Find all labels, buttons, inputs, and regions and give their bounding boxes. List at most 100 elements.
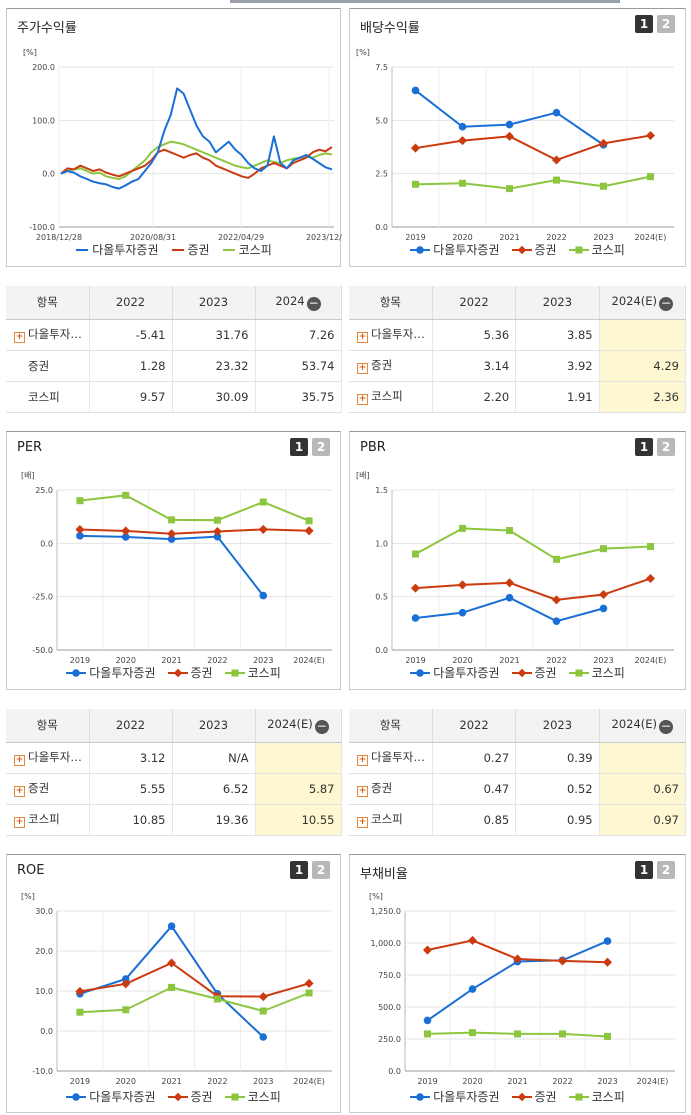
row-name[interactable]: + 코스피 <box>6 804 90 836</box>
legend-item[interactable]: 다올투자증권 <box>410 1088 500 1105</box>
row-name[interactable]: + 증권 <box>6 773 90 805</box>
column-header: 2023 <box>515 709 600 743</box>
legend-item[interactable]: 다올투자증권 <box>410 664 500 681</box>
row-name[interactable]: + 다올투자… <box>349 319 433 351</box>
expand-icon[interactable]: + <box>357 786 368 797</box>
panel-title: PER <box>17 440 43 455</box>
legend-item[interactable]: 증권 <box>167 1088 213 1105</box>
x-tick-label: 2022 <box>207 656 227 665</box>
expand-icon[interactable]: + <box>14 786 25 797</box>
table-cell: 1.91 <box>515 381 600 413</box>
expand-icon[interactable]: + <box>14 755 25 766</box>
table-header-row: 항목 2022 2023 2024(E) − <box>6 709 342 743</box>
legend-item[interactable]: 다올투자증권 <box>66 1088 156 1105</box>
legend-label: 코스피 <box>591 243 625 257</box>
data-point <box>505 120 514 129</box>
legend-item[interactable]: 코스피 <box>222 241 272 258</box>
table-cell: 30.09 <box>172 381 256 413</box>
legend-item[interactable]: 증권 <box>167 664 213 681</box>
x-tick-label: 2021 <box>507 1077 527 1086</box>
legend-item[interactable]: 코스피 <box>568 241 625 258</box>
y-tick-label: 100.0 <box>32 116 55 125</box>
legend-label: 증권 <box>190 1090 213 1104</box>
page-1-button[interactable]: 1 <box>635 861 653 879</box>
legend-item[interactable]: 다올투자증권 <box>75 241 159 258</box>
legend-swatch-icon <box>410 245 431 254</box>
table-cell: 0.67 <box>599 773 687 805</box>
data-point <box>167 535 176 543</box>
row-name[interactable]: + 증권 <box>349 773 433 805</box>
page-1-button[interactable]: 1 <box>290 861 308 879</box>
x-tick-label: 2022 <box>546 656 566 665</box>
expand-icon[interactable]: + <box>357 817 368 828</box>
legend-item[interactable]: 증권 <box>511 1088 557 1105</box>
data-point <box>167 922 176 930</box>
table-row: + 다올투자… 0.27 0.39 <box>349 742 687 774</box>
y-unit-label: [%] <box>23 48 37 57</box>
expand-icon[interactable]: + <box>14 817 25 828</box>
table-cell: 0.39 <box>515 742 600 774</box>
legend-label: 코스피 <box>591 1090 625 1104</box>
collapse-icon[interactable]: − <box>659 295 674 311</box>
x-tick-label: 2022 <box>552 1077 572 1086</box>
legend-item[interactable]: 코스피 <box>568 1088 625 1105</box>
x-tick-label: 2020 <box>462 1077 482 1086</box>
data-point <box>598 590 609 600</box>
row-name[interactable]: + 증권 <box>349 350 433 382</box>
page-2-button[interactable]: 2 <box>657 15 675 33</box>
data-point <box>76 497 84 505</box>
y-tick-label: 20.0 <box>35 947 53 956</box>
data-point <box>304 978 314 988</box>
row-name[interactable]: + 다올투자… <box>6 319 90 351</box>
data-point <box>411 614 420 622</box>
per-chart: [배]25.0 0.0 -25.0 -50.0 2019 2020 2021 2022 2023… <box>21 471 332 665</box>
page-2-button[interactable]: 2 <box>657 438 675 456</box>
page-1-button[interactable]: 1 <box>290 438 308 456</box>
data-point <box>645 574 656 584</box>
x-tick-label: 2023 <box>597 1077 617 1086</box>
legend-item[interactable]: 증권 <box>171 241 210 258</box>
y-tick-label: 0.0 <box>42 170 55 179</box>
legend-label: 증권 <box>187 243 210 257</box>
collapse-icon[interactable]: − <box>306 295 321 311</box>
table-cell: 10.85 <box>89 804 173 836</box>
table-cell: 1.28 <box>89 350 173 382</box>
legend-item[interactable]: 코스피 <box>568 664 625 681</box>
row-name[interactable]: + 코스피 <box>349 804 433 836</box>
legend-item[interactable]: 코스피 <box>224 664 281 681</box>
expand-icon[interactable]: + <box>357 332 368 343</box>
page-1-button[interactable]: 1 <box>635 438 653 456</box>
table-cell: 23.32 <box>172 350 256 382</box>
row-name[interactable]: + 다올투자… <box>6 742 90 774</box>
row-name[interactable]: + 다올투자… <box>349 742 433 774</box>
page-2-button[interactable]: 2 <box>312 861 330 879</box>
legend-item[interactable]: 증권 <box>511 664 557 681</box>
collapse-icon[interactable]: − <box>314 718 329 734</box>
page-1-button[interactable]: 1 <box>635 15 653 33</box>
page-2-button[interactable]: 2 <box>312 438 330 456</box>
legend-item[interactable]: 다올투자증권 <box>66 664 156 681</box>
expand-icon[interactable]: + <box>357 363 368 374</box>
legend-item[interactable]: 코스피 <box>224 1088 281 1105</box>
legend-item[interactable]: 다올투자증권 <box>410 241 500 258</box>
y-tick-label: 30.0 <box>35 907 53 916</box>
collapse-icon[interactable]: − <box>659 718 674 734</box>
expand-icon[interactable]: + <box>14 332 25 343</box>
expand-icon[interactable]: + <box>357 394 368 405</box>
y-tick-label: 10.0 <box>35 987 53 996</box>
legend-item[interactable]: 증권 <box>511 241 557 258</box>
data-point <box>600 545 607 553</box>
table-cell: 10.55 <box>255 804 342 836</box>
x-tick-label: 2020 <box>116 656 136 665</box>
data-point <box>121 533 130 541</box>
y-tick-label: 250.0 <box>378 1035 401 1044</box>
data-point <box>603 937 612 945</box>
table-row: 코스피 9.57 30.09 35.75 <box>6 381 342 413</box>
legend-swatch-icon <box>511 1092 532 1101</box>
page-2-button[interactable]: 2 <box>657 861 675 879</box>
table-cell: 6.52 <box>172 773 256 805</box>
expand-icon[interactable]: + <box>357 755 368 766</box>
row-name[interactable]: + 코스피 <box>349 381 433 413</box>
pbr-table: 항목 2022 2023 2024(E) − + 다올투자… 0.27 0.39 + 증권 0.47 0… <box>349 709 687 836</box>
